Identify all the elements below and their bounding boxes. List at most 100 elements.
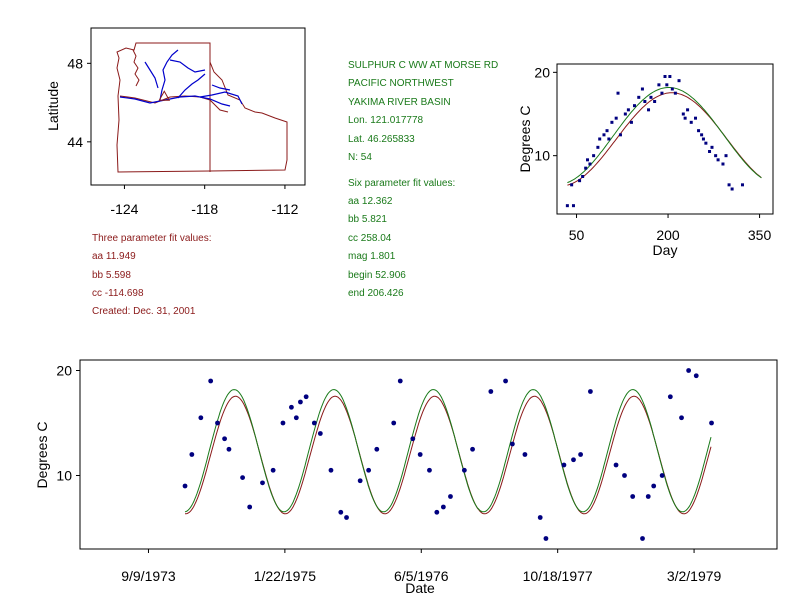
timeseries-data-point <box>189 452 195 457</box>
timeseries-data-point <box>338 509 344 515</box>
timeseries-data-point <box>357 478 363 484</box>
map-xtick-label: -118 <box>191 201 218 217</box>
station-name: SULPHUR C WW AT MORSE RD <box>348 60 498 71</box>
timeseries-data-point <box>571 457 576 463</box>
timeseries-ytick-label: 20 <box>56 363 72 379</box>
timeseries-xticks: 9/9/1973 1/22/1975 6/5/1976 10/18/1977 3/2/1… <box>121 549 722 584</box>
day-data-point <box>571 204 575 208</box>
day-data-point <box>632 104 636 108</box>
timeseries-data-point <box>659 473 665 478</box>
day-data-point <box>588 162 592 166</box>
timeseries-data-point <box>693 373 699 379</box>
timeseries-data-point <box>588 389 593 394</box>
timeseries-data-point <box>709 420 714 426</box>
day-data-point <box>668 75 672 78</box>
timeseries-data-point <box>448 494 453 499</box>
day-data-point <box>640 87 644 91</box>
timeseries-fits <box>184 389 712 515</box>
timeseries-xtick-label: 6/5/1976 <box>394 568 449 584</box>
three-param-bb: bb 5.598 <box>92 270 131 281</box>
day-ytick-label: 20 <box>534 64 550 80</box>
timeseries-data-point <box>509 441 515 447</box>
day-data-point <box>618 133 622 137</box>
timeseries-data-point <box>543 536 549 541</box>
day-fit-six <box>567 87 762 184</box>
station-lon: Lon. 121.017778 <box>348 115 424 126</box>
timeseries-data-point <box>679 415 684 421</box>
station-info: SULPHUR C WW AT MORSE RD PACIFIC NORTHWE… <box>348 60 498 163</box>
day-data-point <box>653 100 657 103</box>
day-data-point <box>610 120 614 124</box>
day-data-point <box>701 137 705 141</box>
day-chart-ylabel: Degrees C <box>517 106 533 173</box>
timeseries-data-point <box>537 515 543 520</box>
timeseries-data-point <box>303 394 309 400</box>
six-param-heading: Six parameter fit values: <box>348 178 455 189</box>
day-chart-xlabel: Day <box>653 242 678 258</box>
day-chart-xticks: 50 200 350 <box>569 214 772 243</box>
timeseries-data-point <box>298 399 303 405</box>
day-chart-points <box>565 75 744 208</box>
timeseries-data-point <box>240 475 245 480</box>
day-xtick-label: 50 <box>569 227 585 243</box>
day-data-point <box>677 79 681 83</box>
timeseries-data-point <box>397 378 403 384</box>
day-data-point <box>697 129 701 133</box>
timeseries-data-point <box>470 446 475 452</box>
timeseries-data-point <box>289 404 294 410</box>
timeseries-data-point <box>651 483 657 489</box>
timeseries-data-point <box>198 415 204 421</box>
six-param-values: Six parameter fit values: aa 12.362 bb 5… <box>348 178 455 299</box>
map-puget-sound <box>132 49 140 87</box>
map-yticks: 48 44 <box>67 55 91 150</box>
six-param-bb: bb 5.821 <box>348 214 387 225</box>
day-data-point <box>649 95 653 99</box>
timeseries-data-point <box>344 515 349 520</box>
three-param-created: Created: Dec. 31, 2001 <box>92 306 196 317</box>
timeseries-data-point <box>374 446 380 452</box>
day-data-point <box>647 108 651 112</box>
timeseries-data-point <box>622 473 627 478</box>
timeseries-data-point <box>215 420 220 426</box>
day-xtick-label: 350 <box>748 227 772 243</box>
day-data-point <box>626 108 630 112</box>
timeseries-data-point <box>222 436 227 442</box>
timeseries-data-point <box>417 452 423 457</box>
six-param-cc: cc 258.04 <box>348 233 392 244</box>
three-param-aa: aa 11.949 <box>92 251 136 262</box>
three-param-heading: Three parameter fit values: <box>92 233 212 244</box>
day-data-point <box>670 87 674 91</box>
day-data-point <box>700 133 704 137</box>
map-ytick-label: 44 <box>67 134 83 150</box>
timeseries-data-point <box>182 483 188 489</box>
map-ylabel: Latitude <box>45 81 61 131</box>
day-data-point <box>714 154 718 158</box>
timeseries-data-point <box>366 467 372 473</box>
day-data-point <box>657 83 661 87</box>
timeseries-frame <box>79 359 778 550</box>
day-data-point <box>602 133 606 137</box>
timeseries-xtick-label: 10/18/1977 <box>523 568 593 584</box>
timeseries-xtick-label: 1/22/1975 <box>254 568 316 584</box>
day-chart-fits <box>567 87 762 186</box>
timeseries-data-point <box>391 420 397 426</box>
map-xticks: -124 -118 -112 <box>110 185 299 217</box>
timeseries-data-point <box>328 467 334 473</box>
timeseries-data-point <box>488 389 494 394</box>
day-xtick-label: 200 <box>656 227 680 243</box>
six-param-end: end 206.426 <box>348 288 404 299</box>
day-data-point <box>614 116 618 120</box>
day-data-point <box>592 154 596 158</box>
map-ytick-label: 48 <box>67 55 83 71</box>
day-data-point <box>683 116 687 120</box>
day-data-point <box>596 145 600 149</box>
timeseries-data-point <box>410 436 416 442</box>
timeseries-data-point <box>293 415 299 421</box>
day-data-point <box>681 112 685 116</box>
timeseries-points <box>182 368 714 541</box>
timeseries-data-point <box>667 394 673 400</box>
map-frame <box>90 27 306 186</box>
